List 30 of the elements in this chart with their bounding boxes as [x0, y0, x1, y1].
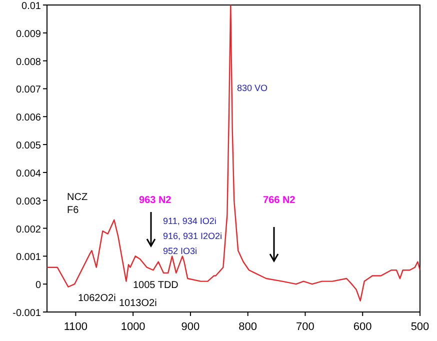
y-tick-label: 0.001 — [16, 252, 42, 264]
annotation: 766 N2 — [263, 195, 296, 206]
x-tick-label: 800 — [238, 321, 258, 333]
y-tick-label: 0.006 — [16, 112, 42, 124]
y-tick-label: 0.009 — [16, 28, 42, 40]
y-tick-label: 0.004 — [16, 168, 42, 180]
annotation: 1062O2i — [78, 293, 116, 304]
annotation: 916, 931 I2O2i — [163, 231, 222, 241]
x-tick-label: 1000 — [120, 321, 146, 333]
y-tick-label: 0.005 — [16, 140, 42, 152]
y-tick-label: 0.008 — [16, 56, 42, 68]
y-tick-label: 0 — [35, 280, 42, 292]
x-tick-label: 1100 — [64, 321, 88, 333]
annotation: 1013O2i — [119, 298, 157, 309]
y-tick-label: 0.01 — [22, 1, 42, 12]
x-tick-label: 700 — [296, 321, 314, 333]
annotation: 963 N2 — [139, 195, 172, 206]
y-tick-label: 0.007 — [16, 84, 42, 96]
x-tick-label: 500 — [410, 321, 430, 333]
annotation: 911, 934 IO2i — [163, 216, 216, 226]
x-tick-label: 900 — [181, 321, 200, 333]
y-tick-label: 0.002 — [16, 224, 42, 236]
annotation: NCZ — [67, 192, 88, 203]
y-tick-label: -0.001 — [12, 308, 42, 319]
annotation: 1005 TDD — [133, 280, 178, 291]
annotation: 952 IO3i — [163, 246, 198, 256]
annotation: F6 — [67, 205, 80, 216]
x-tick-label: 600 — [353, 321, 372, 333]
y-tick-label: 0.003 — [16, 196, 42, 208]
annotation: 830 VO — [237, 83, 268, 93]
